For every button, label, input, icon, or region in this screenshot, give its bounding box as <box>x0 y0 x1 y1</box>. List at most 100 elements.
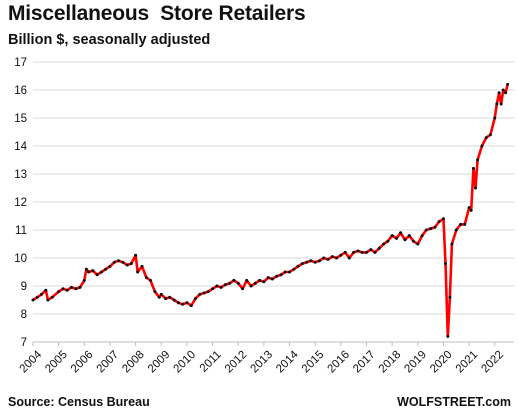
x-tick-label: 2015 <box>300 349 327 376</box>
data-point <box>134 253 138 257</box>
data-point <box>164 297 168 301</box>
data-point <box>322 256 326 260</box>
data-point <box>172 298 176 302</box>
x-tick-label: 2004 <box>18 348 45 375</box>
data-point <box>129 262 133 266</box>
data-point <box>153 290 157 294</box>
x-tick-label: 2016 <box>325 349 352 376</box>
y-tick-label: 15 <box>14 113 27 125</box>
data-point <box>300 262 304 266</box>
data-point <box>469 208 473 212</box>
data-point <box>69 285 73 289</box>
data-point <box>258 278 262 282</box>
data-point <box>228 281 232 285</box>
data-point <box>339 253 343 257</box>
y-tick-label: 8 <box>21 309 27 321</box>
data-point <box>82 278 86 282</box>
data-point <box>424 228 428 232</box>
data-point <box>476 158 480 162</box>
data-point <box>57 290 61 294</box>
y-tick-label: 17 <box>14 57 27 69</box>
series-line <box>32 84 509 338</box>
marker-layer <box>31 82 510 338</box>
data-point <box>463 222 467 226</box>
data-point <box>185 301 189 305</box>
data-point <box>232 278 236 282</box>
data-point <box>504 91 508 95</box>
data-point <box>148 278 152 282</box>
data-point <box>236 281 240 285</box>
data-point <box>334 256 338 260</box>
data-point <box>484 136 488 140</box>
series-layer <box>32 84 509 338</box>
x-tick-label: 2006 <box>69 349 96 376</box>
data-point <box>223 283 227 287</box>
data-point <box>136 270 140 274</box>
data-point <box>446 334 450 338</box>
data-point <box>125 263 129 267</box>
data-point <box>44 288 48 292</box>
data-point <box>330 255 334 259</box>
x-tick-label: 2017 <box>351 349 378 376</box>
y-tick-label: 13 <box>14 169 27 181</box>
data-point <box>84 267 88 271</box>
data-point <box>202 291 206 295</box>
data-point <box>95 273 99 277</box>
x-tick-label: 2005 <box>43 349 70 376</box>
y-tick-label: 12 <box>14 197 27 209</box>
data-point <box>343 250 347 254</box>
data-point <box>480 144 484 148</box>
data-point <box>488 133 492 137</box>
data-point <box>288 270 292 274</box>
data-point <box>87 270 91 274</box>
data-point <box>157 295 161 299</box>
data-point <box>499 102 503 106</box>
data-point <box>474 186 478 190</box>
data-point <box>176 301 180 305</box>
data-point <box>65 288 69 292</box>
data-point <box>112 260 116 264</box>
y-tick-label: 10 <box>14 253 27 265</box>
grid-layer <box>33 61 514 343</box>
data-point <box>471 166 475 170</box>
data-point <box>219 285 223 289</box>
data-point <box>39 292 43 296</box>
data-point <box>444 262 448 266</box>
data-point <box>493 116 497 120</box>
data-point <box>313 260 317 264</box>
data-point <box>364 250 368 254</box>
data-point <box>116 259 120 263</box>
data-point <box>275 274 279 278</box>
data-point <box>420 234 424 238</box>
data-point <box>326 257 330 261</box>
data-point <box>369 248 373 252</box>
data-point <box>249 284 253 288</box>
data-point <box>390 234 394 238</box>
data-point <box>181 302 185 306</box>
data-point <box>270 277 274 281</box>
data-point <box>193 297 197 301</box>
data-point <box>241 287 245 291</box>
data-point <box>296 264 300 268</box>
x-tick-label: 2012 <box>223 349 250 376</box>
y-tick-label: 14 <box>14 141 27 153</box>
data-point <box>373 250 377 254</box>
data-point <box>253 281 257 285</box>
data-point <box>441 217 445 221</box>
data-point <box>245 278 249 282</box>
data-point <box>454 228 458 232</box>
x-tick-label: 2009 <box>146 349 173 376</box>
data-point <box>104 267 108 271</box>
data-point <box>352 250 356 254</box>
data-point <box>429 227 433 231</box>
data-point <box>433 225 437 229</box>
data-point <box>50 295 54 299</box>
x-tick-label: 2011 <box>198 349 224 375</box>
data-point <box>78 285 82 289</box>
data-point <box>497 91 501 95</box>
chart-title: Miscellaneous Store Retailers <box>8 2 306 25</box>
data-point <box>403 238 407 242</box>
data-point <box>395 236 399 240</box>
